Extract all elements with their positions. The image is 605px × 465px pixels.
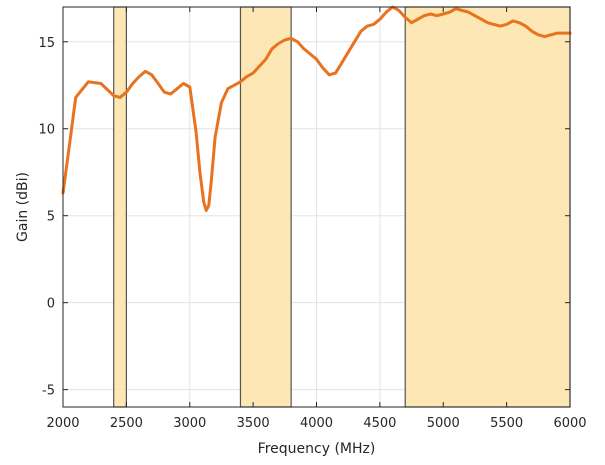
y-tick-label: 10	[38, 123, 55, 138]
x-tick-label: 2000	[46, 416, 79, 431]
x-tick-label: 5500	[490, 416, 523, 431]
gain-series-line	[61, 5, 572, 212]
series-layer	[61, 5, 572, 212]
x-tick-label: 6000	[553, 416, 586, 431]
x-axis-ticks: 2000 2500 3000 3500 4000 4500 5000 5500 6000	[46, 7, 587, 431]
x-tick-label: 4500	[363, 416, 396, 431]
highlight-band	[113, 6, 127, 408]
y-axis-ticks: -5 0 5 10 15	[38, 36, 570, 399]
y-tick-label: 15	[38, 36, 55, 51]
y-tick-label: 0	[47, 297, 55, 312]
x-tick-label: 4000	[300, 416, 333, 431]
highlight-band	[404, 6, 571, 408]
highlight-bands	[113, 6, 571, 408]
x-tick-label: 3500	[237, 416, 270, 431]
y-tick-label: 5	[47, 210, 55, 225]
x-axis-label: Frequency (MHz)	[258, 441, 376, 457]
x-tick-label: 2500	[110, 416, 143, 431]
y-axis-label: Gain (dBi)	[15, 172, 31, 242]
x-tick-label: 5000	[427, 416, 460, 431]
y-tick-label: -5	[42, 384, 55, 399]
x-tick-label: 3000	[173, 416, 206, 431]
highlight-band	[239, 6, 292, 408]
